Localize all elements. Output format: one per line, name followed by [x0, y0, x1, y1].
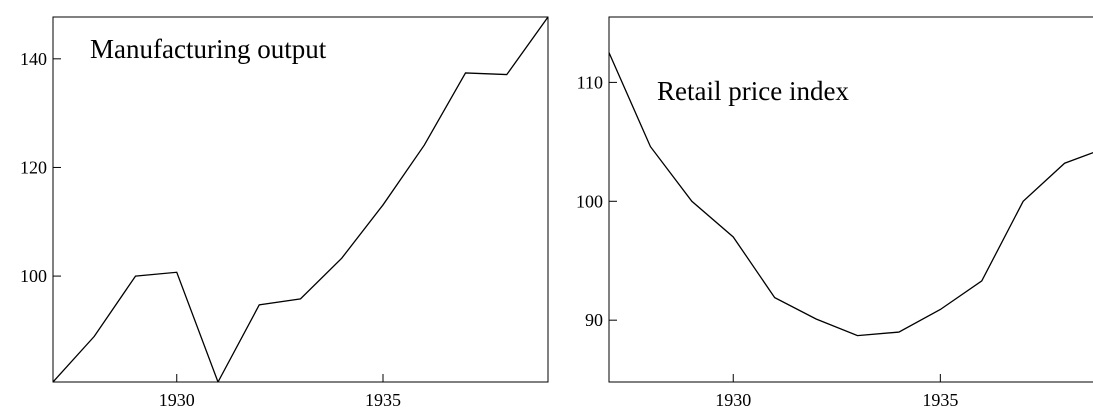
chart-title: Manufacturing output — [90, 34, 327, 64]
panel: 90 100 110 1930 1935 Retail price index — [576, 16, 1093, 410]
data-line — [53, 17, 548, 382]
plot-area — [53, 17, 548, 382]
x-tick-label: 1930 — [715, 390, 751, 410]
x-tick-label: 1935 — [365, 390, 401, 410]
y-tick-label: 100 — [576, 191, 603, 211]
panel: 100 120 140 1930 1935 Manufacturing output — [20, 16, 549, 410]
plot-area — [609, 52, 1093, 337]
plot-frame — [52, 16, 549, 383]
y-tick-label: 110 — [577, 72, 603, 92]
plot-frame — [608, 16, 1093, 383]
chart-title: Retail price index — [657, 76, 849, 106]
x-tick-label: 1935 — [922, 390, 958, 410]
data-line — [609, 52, 1093, 337]
x-tick-label: 1930 — [159, 390, 195, 410]
y-tick-label: 140 — [20, 49, 47, 69]
y-tick-label: 90 — [585, 310, 603, 330]
y-tick-label: 120 — [20, 157, 47, 177]
y-tick-label: 100 — [20, 266, 47, 286]
